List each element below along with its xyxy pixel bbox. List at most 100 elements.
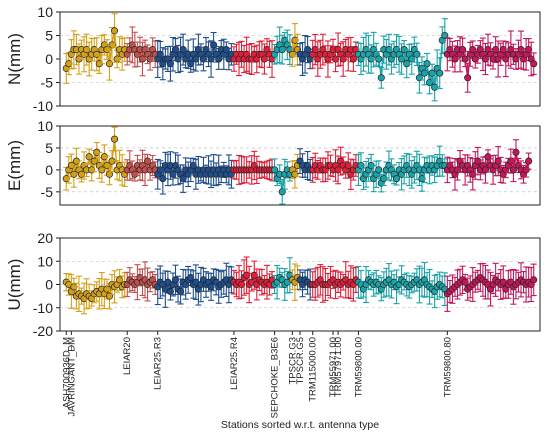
x-tick-label: ASH700936D_M (61, 337, 72, 408)
data-point (187, 60, 195, 68)
data-point (530, 276, 538, 284)
data-point (492, 46, 500, 54)
y-tick-label: 10 (37, 4, 53, 20)
y-tick-label: -20 (33, 323, 53, 339)
plot-frame (59, 125, 541, 206)
data-point (481, 55, 490, 63)
data-point (67, 161, 75, 170)
data-point (522, 166, 530, 174)
data-point (243, 271, 251, 279)
data-point (166, 60, 174, 68)
panel-umm: -20 -10 0 10 20 U(mm) (5, 230, 541, 339)
x-tick-label: TPSCR.G5 (295, 337, 306, 385)
x-tick-label: TPSCR.G3 (287, 337, 298, 385)
y-axis-label: U(mm) (5, 259, 24, 311)
data-point (288, 50, 296, 58)
y-tick-label: -5 (41, 184, 54, 200)
data-point (65, 60, 73, 68)
data-point (344, 161, 352, 170)
data-point (509, 166, 517, 174)
data-point (332, 55, 340, 63)
data-point (199, 55, 208, 63)
y-tick-label: -10 (33, 300, 53, 316)
data-point (156, 166, 164, 174)
panel-nmm: -10 -5 0 5 10 N(mm) (5, 4, 541, 114)
x-tick-label: LEIAR20 (122, 337, 133, 375)
x-tick-label: TRM115000.00 (308, 337, 319, 402)
data-point (339, 55, 347, 63)
data-point (517, 46, 525, 54)
data-point (189, 161, 197, 170)
x-tick-label: LEIAR25.R3 (153, 337, 164, 390)
data-point (441, 31, 449, 40)
data-point (311, 46, 319, 54)
data-point (464, 74, 472, 82)
x-tick-label: SEPCHOKE_B3E6 (270, 337, 281, 418)
y-tick-label: 5 (45, 140, 53, 156)
data-point (110, 135, 119, 143)
data-point (499, 46, 507, 54)
x-tick-label: TRM59800.00 (353, 337, 364, 397)
y-tick-label: -5 (41, 75, 54, 91)
data-point (291, 170, 299, 178)
data-point (250, 271, 258, 279)
data-point (100, 153, 108, 161)
data-point (385, 46, 393, 54)
y-tick-label: -10 (33, 98, 53, 114)
data-point (413, 50, 421, 58)
data-point (512, 148, 520, 156)
data-point (367, 55, 375, 63)
y-axis-label: N(mm) (5, 33, 24, 85)
data-point (418, 175, 426, 183)
data-point (530, 60, 538, 68)
data-point (83, 46, 91, 54)
data-point (357, 161, 365, 170)
data-point (380, 175, 388, 183)
data-point (525, 46, 533, 54)
data-point (238, 280, 246, 289)
data-point (291, 36, 299, 44)
data-point (90, 157, 98, 165)
data-point (103, 46, 111, 54)
y-tick-label: 5 (45, 28, 53, 44)
data-point (187, 273, 195, 282)
x-tick-label: JAVRINGANT_DM (66, 337, 77, 417)
data-point (85, 153, 93, 161)
data-point (77, 170, 86, 178)
data-point (156, 50, 164, 58)
data-point (110, 27, 119, 35)
data-point (103, 285, 111, 293)
y-axis-label: E(mm) (5, 140, 24, 191)
data-point (179, 46, 187, 54)
data-point (116, 276, 124, 284)
series-line (70, 30, 126, 64)
data-point (436, 69, 444, 77)
panel-emm: -5 0 5 10 E(mm) (5, 118, 541, 206)
y-tick-label: 0 (45, 277, 53, 293)
data-point (146, 55, 154, 63)
data-point (420, 69, 429, 77)
x-axis-label: Stations sorted w.r.t. antenna type (221, 419, 379, 431)
data-point (525, 157, 533, 165)
y-tick-label: 0 (45, 51, 53, 67)
y-tick-label: 10 (37, 118, 53, 134)
data-point (461, 55, 469, 63)
x-tick-label: LEIAR25.R4 (229, 337, 240, 390)
data-point (166, 287, 174, 296)
data-point (375, 55, 383, 63)
data-point (169, 170, 177, 178)
data-point (484, 153, 492, 161)
data-point (171, 46, 180, 54)
x-tick-label: TRM57971.00 (333, 337, 344, 397)
y-tick-label: 10 (37, 253, 53, 269)
data-point (375, 166, 383, 174)
y-tick-label: 0 (45, 162, 53, 178)
data-point (207, 283, 215, 291)
y-tick-label: 20 (37, 230, 53, 246)
data-point (461, 278, 469, 286)
data-point (62, 175, 70, 183)
data-point (481, 166, 490, 174)
x-tick-label: TRM59800.80 (442, 337, 453, 397)
